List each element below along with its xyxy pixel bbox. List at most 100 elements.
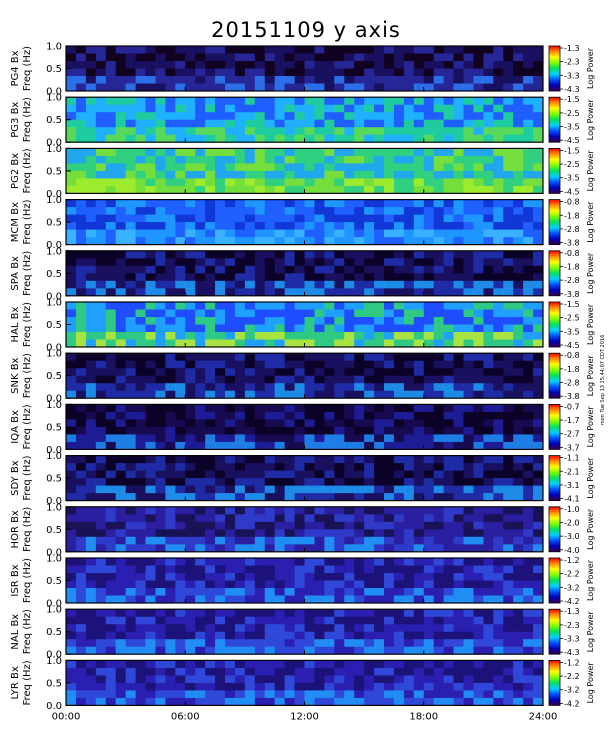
y-tick-label: 0.0	[46, 343, 62, 354]
spectrogram-field	[66, 46, 544, 92]
colorbar-tick-label: -4.5	[564, 187, 580, 196]
colorbar-tick-label: -4.0	[564, 546, 580, 555]
colorbar-tick-label: -0.7	[564, 402, 580, 411]
colorbar-tick-label: -3.3	[564, 71, 580, 80]
y-tick-label: 1.0	[46, 298, 62, 309]
colorbar-tick-label: -3.8	[564, 392, 580, 401]
y-axis-label: SPA BxFreq (Hz)	[10, 251, 33, 296]
colorbar-tick-label: -3.2	[564, 583, 580, 592]
colorbar-tick-label: -1.8	[564, 211, 580, 220]
colorbar-tick-label: -2.8	[564, 379, 580, 388]
colorbar-tick-label: -1.3	[564, 607, 580, 616]
colorbar-label: Log Power	[586, 303, 595, 345]
y-tick-label: 1.0	[46, 502, 62, 513]
colorbar-tick-label: -2.3	[564, 58, 580, 67]
spectrogram-field	[66, 97, 544, 143]
colorbar-tick-label: -1.7	[564, 416, 580, 425]
colorbar-tick-label: -2.5	[564, 109, 580, 118]
spectrogram-field	[66, 404, 544, 450]
colorbar-tick-label: -4.1	[564, 495, 580, 504]
colorbar-label: Log Power	[586, 457, 595, 499]
x-tick-label: 00:00	[52, 711, 81, 722]
colorbar-tick-label: -1.3	[564, 44, 580, 53]
y-axis-label: PG2 BxFreq (Hz)	[10, 148, 33, 193]
y-axis-label: MCM BxFreq (Hz)	[10, 199, 33, 244]
side-note: mon Tue Sep 13 15:44:07 CDT 2016	[600, 335, 606, 426]
y-axis-label: HOR BxFreq (Hz)	[10, 507, 33, 552]
colorbar-label: Log Power	[586, 252, 595, 294]
colorbar	[548, 557, 561, 604]
panel-11: 0.0 0.5 1.0 ISR BxFreq (Hz) -1.2 -2.2 -3.2 -4.2…	[10, 554, 595, 610]
colorbar-tick-label: -3.5	[564, 327, 580, 336]
y-tick-label: 0.5	[46, 525, 62, 536]
panel-5: 0.0 0.5 1.0 SPA BxFreq (Hz) -0.8 -1.8 -2.8 -3.8…	[10, 246, 595, 302]
y-tick-label: 1.0	[46, 451, 62, 462]
colorbar-tick-label: -1.8	[564, 262, 580, 271]
y-tick-label: 0.5	[46, 371, 62, 382]
colorbar-tick-label: -1.5	[564, 95, 580, 104]
colorbar	[548, 147, 561, 194]
colorbar-tick-label: -4.2	[564, 699, 580, 708]
y-tick-label: 1.0	[46, 42, 62, 53]
y-tick-label: 1.0	[46, 349, 62, 360]
colorbar	[548, 352, 561, 399]
y-tick-label: 0.0	[46, 650, 62, 661]
colorbar-label: Log Power	[586, 98, 595, 140]
y-axis-label: SDY BxFreq (Hz)	[10, 455, 33, 500]
y-tick-label: 0.5	[46, 627, 62, 638]
spectrogram-field	[66, 455, 544, 501]
panel-6: 0.0 0.5 1.0 HAL BxFreq (Hz) -1.5 -2.5 -3.5 -4.5…	[10, 298, 595, 354]
y-axis-label: PG3 BxFreq (Hz)	[10, 97, 33, 142]
colorbar-tick-label: -3.8	[564, 290, 580, 299]
y-tick-label: 0.5	[46, 474, 62, 485]
panel-9: 0.0 0.5 1.0 SDY BxFreq (Hz) -1.1 -2.1 -3.1 -4.1…	[10, 451, 595, 507]
colorbar	[548, 455, 561, 502]
colorbar-tick-label: -3.5	[564, 174, 580, 183]
spectrogram-field	[66, 250, 544, 297]
y-tick-label: 0.5	[46, 64, 62, 75]
y-tick-label: 0.0	[46, 189, 62, 200]
colorbar-tick-label: -4.3	[564, 85, 580, 94]
y-tick-label: 0.0	[46, 445, 62, 456]
spectrogram-field	[66, 660, 544, 706]
colorbar-tick-label: -4.3	[564, 648, 580, 657]
colorbar-label: Log Power	[586, 201, 595, 243]
colorbar-tick-label: -4.5	[564, 341, 580, 350]
colorbar	[548, 660, 561, 706]
colorbar-tick-label: -4.5	[564, 136, 580, 145]
spectrogram-field	[66, 609, 544, 655]
y-tick-label: 0.5	[46, 576, 62, 587]
panel-12: 0.0 0.5 1.0 NAL BxFreq (Hz) -1.3 -2.3 -3.3 -4.3…	[10, 605, 595, 661]
colorbar-tick-label: -3.2	[564, 686, 580, 695]
colorbar-tick-label: -1.8	[564, 365, 580, 374]
x-tick-label: 12:00	[290, 711, 319, 722]
y-tick-label: 0.0	[46, 138, 62, 149]
y-axis-label: LYR BxFreq (Hz)	[10, 660, 33, 705]
colorbar-tick-label: -2.5	[564, 160, 580, 169]
colorbar-label: Log Power	[586, 508, 595, 550]
colorbar	[548, 199, 561, 246]
y-tick-label: 0.5	[46, 422, 62, 433]
y-tick-label: 1.0	[46, 656, 62, 667]
colorbar-label: Log Power	[586, 150, 595, 192]
y-axis-label: SNK BxFreq (Hz)	[10, 353, 33, 398]
colorbar-tick-label: -3.1	[564, 481, 580, 490]
y-tick-label: 0.0	[46, 701, 62, 712]
colorbar	[548, 96, 561, 143]
y-tick-label: 0.0	[46, 394, 62, 405]
y-tick-label: 0.5	[46, 115, 62, 126]
colorbar-tick-label: -2.3	[564, 621, 580, 630]
y-tick-label: 1.0	[46, 246, 62, 257]
x-tick-label: 06:00	[171, 711, 200, 722]
colorbar-tick-label: -2.2	[564, 672, 580, 681]
colorbar-tick-label: -1.2	[564, 556, 580, 565]
y-tick-label: 0.0	[46, 291, 62, 302]
spectrogram-field	[66, 302, 544, 348]
spectrogram-field	[66, 148, 544, 194]
spectrogram-field	[66, 353, 544, 399]
colorbar-tick-label: -2.8	[564, 276, 580, 285]
y-tick-label: 1.0	[46, 93, 62, 104]
y-tick-label: 1.0	[46, 195, 62, 206]
